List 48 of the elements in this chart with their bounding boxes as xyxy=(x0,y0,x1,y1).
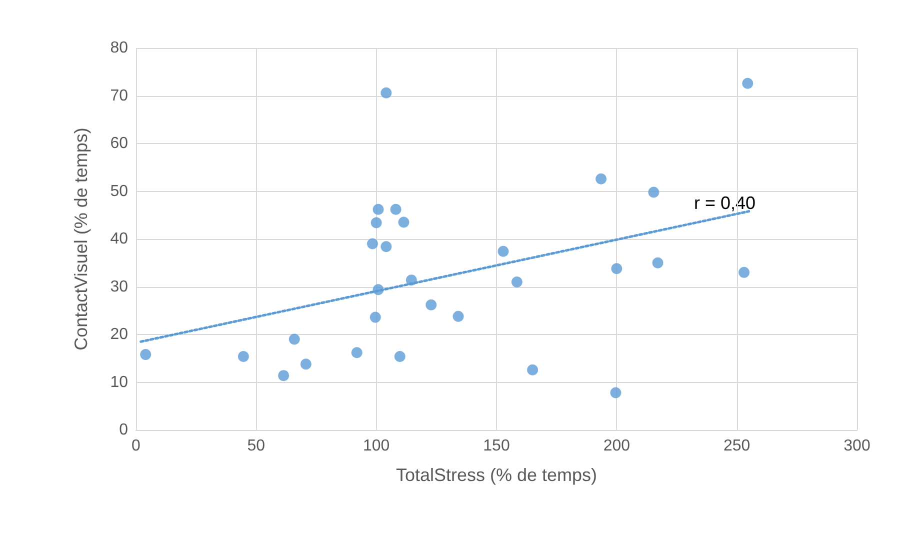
x-tick-label: 100 xyxy=(362,438,390,454)
y-tick-label: 20 xyxy=(110,326,128,343)
point xyxy=(351,347,362,358)
point xyxy=(398,216,410,228)
x-tick-label: 50 xyxy=(247,438,266,454)
x-tick-label: 200 xyxy=(603,438,630,454)
point xyxy=(370,217,382,228)
point xyxy=(394,350,406,362)
point xyxy=(367,238,378,250)
point xyxy=(742,78,754,89)
x-tick-label: 150 xyxy=(483,438,510,454)
point xyxy=(610,387,622,398)
point xyxy=(426,299,437,310)
point xyxy=(372,284,384,296)
x-axis-title: TotalStress (% de temps) xyxy=(396,465,598,485)
point xyxy=(596,173,607,184)
y-tick-label: 10 xyxy=(110,374,128,391)
point xyxy=(288,334,300,345)
y-tick-label: 30 xyxy=(110,278,128,296)
point xyxy=(406,274,417,286)
x-tick-label: 300 xyxy=(844,438,870,454)
y-tick-label: 80 xyxy=(110,40,128,56)
x-tick-label: 0 xyxy=(132,438,141,454)
point xyxy=(370,312,381,323)
point xyxy=(372,204,384,215)
point xyxy=(527,364,538,376)
point xyxy=(238,350,249,362)
point xyxy=(648,186,660,198)
y-tick-label: 50 xyxy=(110,182,128,200)
y-tick-label: 70 xyxy=(110,87,128,104)
annotation: r = 0,40 xyxy=(694,193,756,213)
point xyxy=(511,276,522,288)
y-tick-label: 40 xyxy=(110,230,128,248)
point xyxy=(380,87,392,98)
point xyxy=(611,263,622,274)
point xyxy=(390,204,402,215)
point xyxy=(380,241,392,252)
point xyxy=(452,310,464,322)
point xyxy=(140,349,152,360)
point xyxy=(498,246,509,257)
point xyxy=(652,257,664,268)
point xyxy=(738,266,750,278)
y-tick-label: 60 xyxy=(110,135,128,152)
y-axis-title: ContactVisuel (% de temps) xyxy=(71,128,91,350)
point xyxy=(300,358,312,370)
y-tick-label: 0 xyxy=(119,422,128,438)
point xyxy=(278,370,290,382)
x-tick-label: 250 xyxy=(723,438,750,454)
